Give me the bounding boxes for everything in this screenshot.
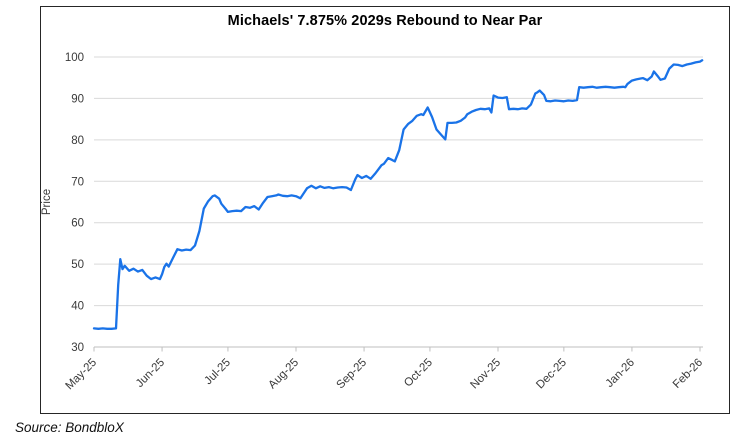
y-axis-title: Price xyxy=(41,189,53,215)
x-tick-label: Nov-25 xyxy=(468,357,503,392)
x-tick-label: Dec-25 xyxy=(534,357,569,392)
y-tick-label: 100 xyxy=(65,52,84,64)
x-tick-label: Aug-25 xyxy=(266,357,301,392)
source-caption: Source: BondbloX xyxy=(15,420,124,435)
x-tick-label: Feb-26 xyxy=(671,357,705,391)
y-tick-label: 90 xyxy=(71,93,84,105)
price-line xyxy=(92,59,704,330)
y-tick-label: 60 xyxy=(71,218,84,230)
y-tick-label: 70 xyxy=(71,176,84,188)
chart-frame xyxy=(40,6,730,414)
x-tick-label: May-25 xyxy=(64,357,100,393)
x-tick-label: Sep-25 xyxy=(334,357,369,392)
x-tick-label: Jun-25 xyxy=(134,357,167,390)
y-tick-label: 30 xyxy=(71,342,84,354)
y-tick-label: 80 xyxy=(71,135,84,147)
chart-title: Michaels' 7.875% 2029s Rebound to Near P… xyxy=(227,13,543,29)
x-tick-label: Jul-25 xyxy=(202,357,233,388)
x-tick-label: Oct-25 xyxy=(402,357,435,390)
y-tick-label: 50 xyxy=(71,259,84,271)
y-tick-label: 40 xyxy=(71,301,84,313)
x-tick-label: Jan-26 xyxy=(604,357,637,390)
